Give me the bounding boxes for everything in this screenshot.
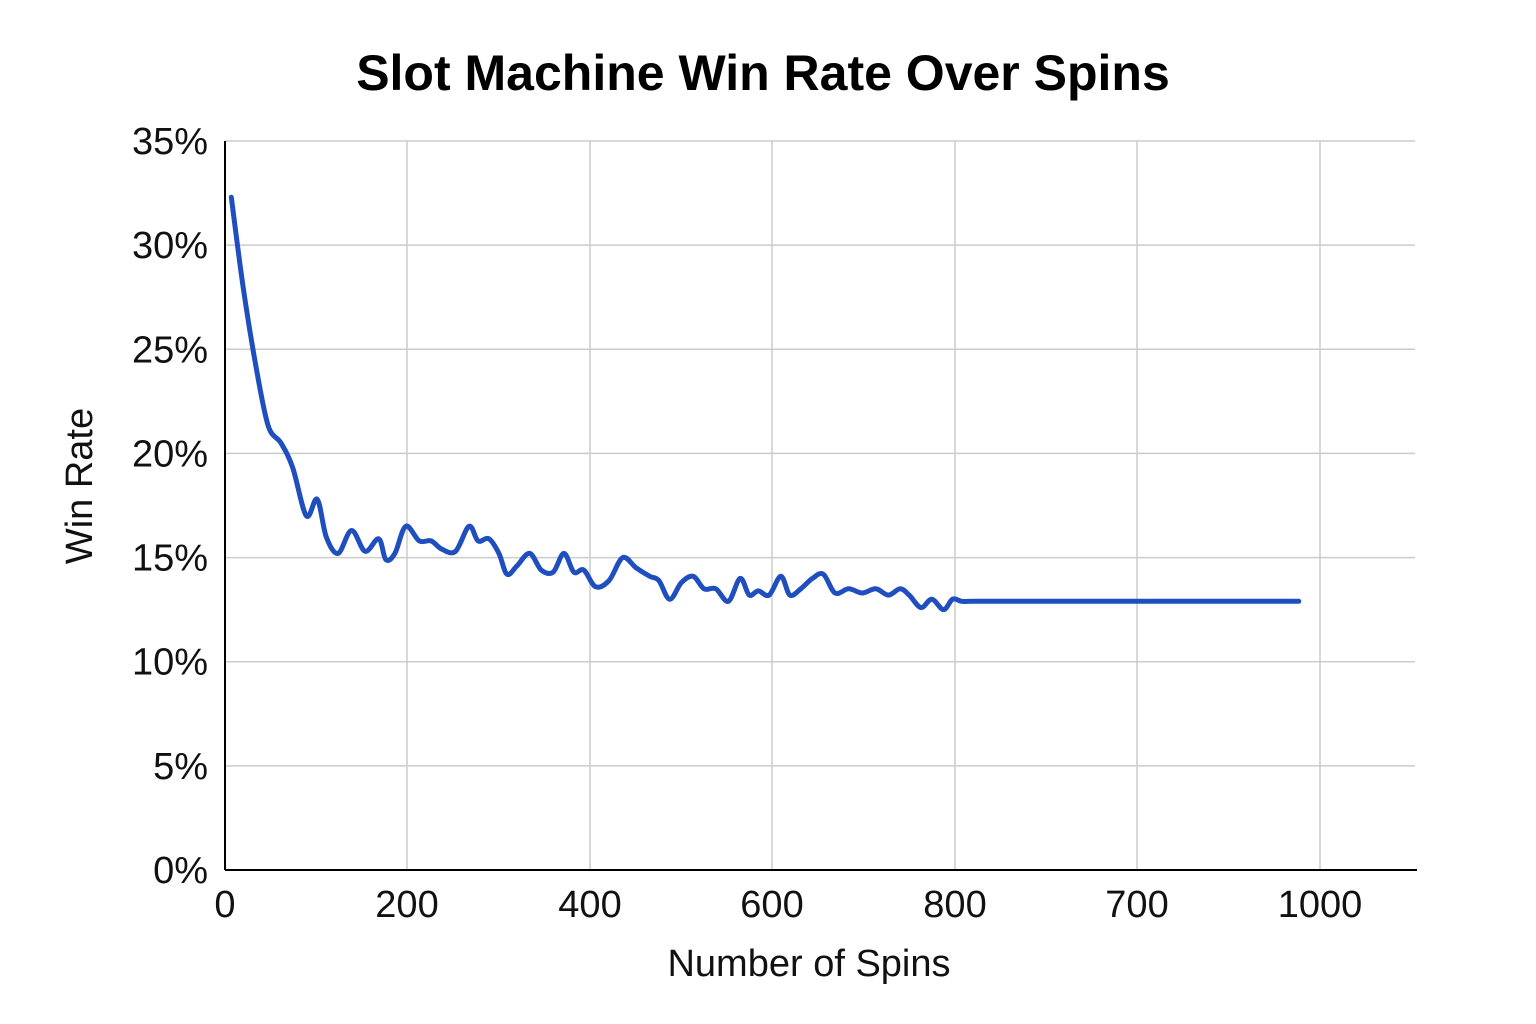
x-axis-label: Number of Spins <box>667 943 950 985</box>
series-line <box>228 194 1302 613</box>
y-tick-label: 30% <box>132 225 208 267</box>
x-tick-label: 600 <box>740 884 803 926</box>
y-tick-labels: 0% 5% 10% 15% 20% 25% 30% 35% <box>132 121 208 892</box>
x-tick-labels: 0 200 400 600 800 700 1000 <box>214 884 1362 926</box>
y-tick-label: 15% <box>132 538 208 580</box>
x-tick-label: 200 <box>375 884 438 926</box>
x-tick-label: 800 <box>923 884 986 926</box>
x-tick-label: 0 <box>214 884 235 926</box>
y-tick-label: 10% <box>132 642 208 684</box>
chart-title: Slot Machine Win Rate Over Spins <box>356 45 1170 101</box>
y-tick-label: 25% <box>132 329 208 371</box>
series-group <box>228 194 1302 613</box>
y-tick-label: 35% <box>132 121 208 163</box>
grid-lines <box>225 140 1415 870</box>
y-axis-label: Win Rate <box>59 408 101 564</box>
x-tick-label: 1000 <box>1278 884 1363 926</box>
y-tick-label: 0% <box>153 850 208 892</box>
y-tick-label: 5% <box>153 746 208 788</box>
x-tick-label: 400 <box>558 884 621 926</box>
axes <box>224 141 1417 871</box>
y-tick-label: 20% <box>132 433 208 475</box>
x-tick-label: 700 <box>1105 884 1168 926</box>
